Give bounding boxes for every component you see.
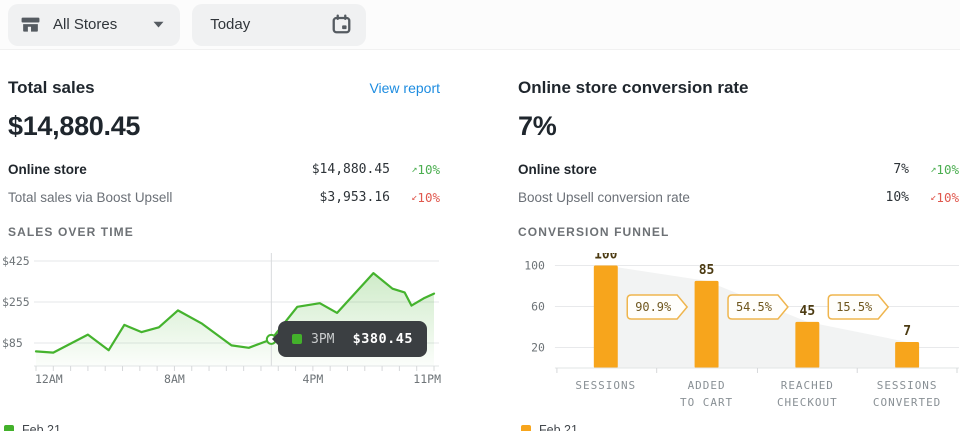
- arrow-up-right-icon: ↗: [930, 163, 937, 175]
- svg-text:90.9%: 90.9%: [635, 300, 672, 314]
- metric-row-online-store: Online store 7% ↗10%: [518, 155, 959, 183]
- metric-label: Boost Upsell conversion rate: [518, 189, 690, 205]
- svg-text:TO CART: TO CART: [680, 396, 733, 409]
- total-sales-title: Total sales: [8, 78, 95, 97]
- legend-swatch-orange: [521, 425, 531, 431]
- store-selector-button[interactable]: All Stores: [8, 3, 181, 46]
- conversion-badge: [626, 294, 689, 320]
- svg-text:20: 20: [531, 340, 545, 354]
- metric-value: $3,953.16: [319, 189, 390, 205]
- metric-delta-up: ↗10%: [930, 161, 959, 177]
- metric-label: Online store: [8, 161, 87, 177]
- date-range-label: Today: [210, 16, 251, 33]
- arrow-up-right-icon: ↗: [411, 163, 418, 175]
- dashboard-content: Total sales View report $14,880.45 Onlin…: [0, 50, 960, 431]
- svg-text:54.5%: 54.5%: [736, 300, 773, 314]
- svg-text:$85: $85: [2, 336, 23, 350]
- conversion-rate-panel: Online store conversion rate 7% Online s…: [518, 50, 959, 431]
- arrow-down-left-icon: ↙: [930, 191, 937, 203]
- svg-text:12AM: 12AM: [35, 372, 63, 386]
- svg-text:SESSIONS: SESSIONS: [575, 379, 636, 392]
- metric-value: 7%: [893, 161, 909, 177]
- funnel-bar: [895, 342, 920, 368]
- date-range-button[interactable]: Today: [192, 3, 367, 46]
- svg-text:CONVERTED: CONVERTED: [873, 396, 941, 409]
- metric-row-boost-upsell: Total sales via Boost Upsell $3,953.16 ↙…: [8, 183, 440, 211]
- funnel-bar: [694, 280, 719, 368]
- conversion-badge: [727, 294, 789, 320]
- svg-text:45: 45: [800, 304, 816, 319]
- storefront-icon: [20, 14, 41, 35]
- total-sales-value: $14,880.45: [8, 111, 141, 141]
- svg-text:REACHED: REACHED: [781, 379, 834, 392]
- metric-value: $14,880.45: [311, 161, 390, 177]
- funnel-chart-svg: 20 60 100 100 85 45 7 90.9% 54.5% 15.5% SESSIONS AD…: [524, 247, 959, 409]
- tooltip-series-swatch: [292, 334, 302, 344]
- legend-swatch-green: [4, 425, 14, 431]
- svg-text:$255: $255: [2, 295, 30, 309]
- svg-text:8AM: 8AM: [164, 372, 185, 386]
- svg-text:60: 60: [531, 299, 545, 313]
- conversion-rate-value: 7%: [518, 111, 557, 141]
- sales-line-chart-svg: $85 $255 $425 12AM 8AM 4PM 11PM: [2, 253, 441, 386]
- svg-text:ADDED: ADDED: [688, 379, 726, 392]
- metric-delta-down: ↙10%: [411, 189, 440, 205]
- funnel-x-axis: SESSIONS ADDED TO CART REACHED CHECKOUT SESSI…: [554, 367, 959, 409]
- svg-text:15.5%: 15.5%: [836, 300, 873, 314]
- conversion-breakdown: Online store 7% ↗10% Boost Upsell conver…: [518, 155, 959, 211]
- tooltip-time: 3PM: [311, 331, 335, 347]
- metric-delta-down: ↙10%: [930, 189, 959, 205]
- topbar: All Stores Today: [0, 0, 960, 50]
- svg-text:85: 85: [699, 263, 715, 278]
- store-selector-label: All Stores: [53, 16, 118, 33]
- metric-label: Total sales via Boost Upsell: [8, 189, 173, 205]
- metric-row-boost-upsell: Boost Upsell conversion rate 10% ↙10%: [518, 183, 959, 211]
- svg-text:$425: $425: [2, 254, 30, 268]
- funnel-bar: [593, 265, 618, 368]
- svg-text:4PM: 4PM: [302, 372, 323, 386]
- conversion-rate-title: Online store conversion rate: [518, 78, 749, 97]
- metric-row-online-store: Online store $14,880.45 ↗10%: [8, 155, 440, 183]
- sales-over-time-header: SALES OVER TIME: [8, 225, 134, 239]
- funnel-bar: [795, 321, 820, 368]
- metric-delta-up: ↗10%: [411, 161, 440, 177]
- svg-text:SESSIONS: SESSIONS: [877, 379, 938, 392]
- sales-chart-legend: Feb 21: [4, 423, 440, 431]
- line-x-axis: 12AM 8AM 4PM 11PM: [34, 365, 441, 386]
- arrow-down-left-icon: ↙: [411, 191, 418, 203]
- chevron-down-icon: [153, 21, 164, 28]
- line-series: [34, 272, 436, 354]
- conversion-funnel-chart[interactable]: 20 60 100 100 85 45 7 90.9% 54.5% 15.5% SESSIONS AD…: [515, 247, 959, 413]
- total-sales-panel: Total sales View report $14,880.45 Onlin…: [2, 50, 441, 431]
- svg-text:7: 7: [903, 324, 911, 339]
- metric-value: 10%: [885, 189, 909, 205]
- chart-tooltip: 3PM $380.45: [272, 321, 427, 357]
- sales-over-time-chart[interactable]: $85 $255 $425 12AM 8AM 4PM 11PM 3PM $380.45: [1, 245, 448, 395]
- svg-text:100: 100: [594, 253, 618, 263]
- tooltip-value: $380.45: [352, 331, 413, 347]
- metric-label: Online store: [518, 161, 597, 177]
- svg-text:CHECKOUT: CHECKOUT: [777, 396, 838, 409]
- conversion-badge: [827, 294, 890, 320]
- svg-text:11PM: 11PM: [413, 372, 441, 386]
- svg-text:100: 100: [524, 258, 545, 272]
- legend-label: Feb 21: [22, 423, 61, 431]
- total-sales-breakdown: Online store $14,880.45 ↗10% Total sales…: [8, 155, 440, 211]
- calendar-icon: [331, 14, 352, 35]
- conversion-funnel-header: CONVERSION FUNNEL: [518, 225, 670, 239]
- view-report-link[interactable]: View report: [369, 80, 440, 96]
- legend-label: Feb 21: [539, 423, 578, 431]
- funnel-chart-legend: Feb 21: [521, 423, 959, 431]
